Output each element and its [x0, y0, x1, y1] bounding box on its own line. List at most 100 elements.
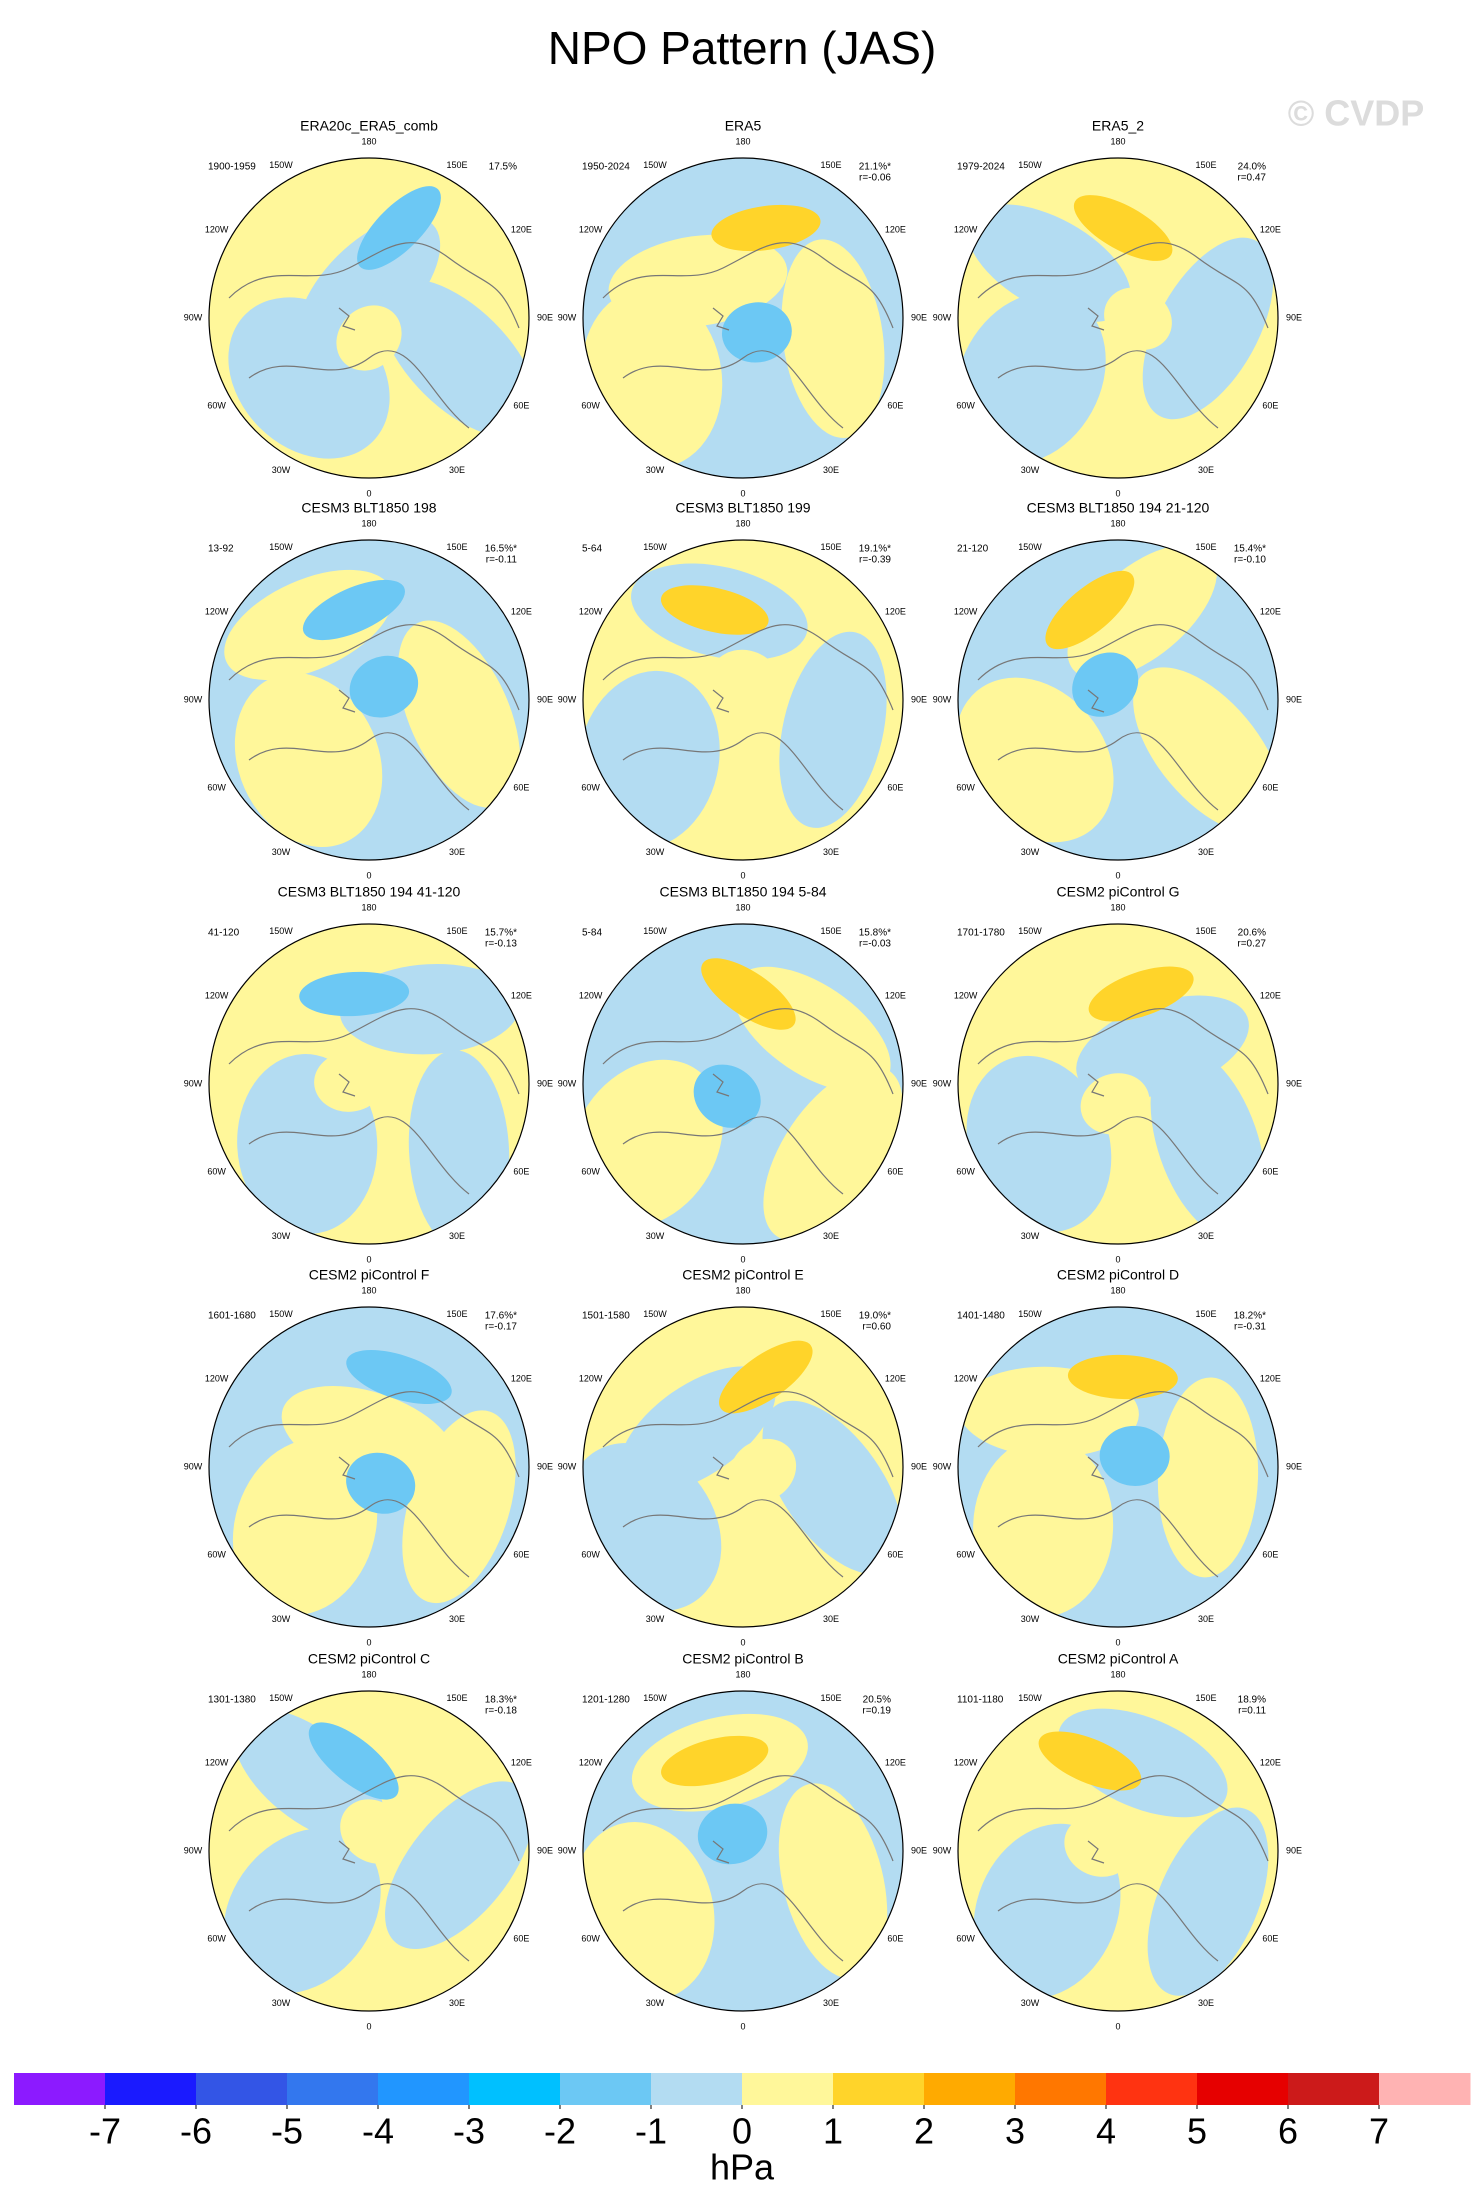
longitude-label: 30W	[646, 847, 665, 857]
colorbar-box	[833, 2073, 925, 2105]
coastline	[977, 1775, 1269, 1962]
longitude-label: 150E	[1195, 1309, 1216, 1319]
longitude-label: 150W	[269, 1693, 293, 1703]
colorbar-box	[14, 2073, 106, 2105]
longitude-label: 90E	[911, 312, 927, 322]
longitude-label: 0	[740, 1254, 745, 1264]
anomaly-region	[346, 1452, 416, 1514]
longitude-label: 30E	[823, 1998, 839, 2008]
anomaly-region	[693, 1064, 761, 1128]
anomaly-region	[779, 631, 887, 828]
longitude-label: 90W	[184, 1845, 203, 1855]
panel-correlation: r=-0.11	[486, 555, 518, 566]
anomaly-region	[1142, 237, 1274, 420]
coastline	[602, 1008, 894, 1195]
longitude-label: 120E	[511, 1373, 532, 1383]
anomaly-region	[701, 958, 796, 1030]
longitude-label: 30E	[449, 465, 465, 475]
longitude-label: 150E	[1195, 926, 1216, 936]
colorbar-box	[287, 2073, 379, 2105]
longitude-label: 90E	[1286, 1078, 1302, 1088]
anomaly-region	[1067, 544, 1218, 680]
longitude-label: 150E	[446, 1693, 467, 1703]
longitude-label: 180	[735, 902, 750, 912]
longitude-label: 90W	[558, 694, 577, 704]
longitude-label: 150W	[269, 926, 293, 936]
longitude-label: 60W	[581, 782, 600, 792]
longitude-label: 0	[740, 488, 745, 498]
longitude-label: 30E	[449, 1998, 465, 2008]
longitude-label: 150E	[820, 542, 841, 552]
anomaly-region	[1088, 966, 1194, 1022]
longitude-label: 120W	[954, 224, 978, 234]
anomaly-region	[1067, 1354, 1178, 1400]
panel-variance: 17.6%*	[485, 1311, 517, 1322]
panel-correlation: r=-0.18	[485, 1706, 517, 1717]
anomaly-region	[1099, 1425, 1170, 1486]
colorbar-tick-label: 6	[1278, 2111, 1298, 2152]
longitude-label: 90W	[184, 694, 203, 704]
longitude-label: 90E	[537, 1845, 553, 1855]
map-field	[583, 1691, 903, 2011]
longitude-label: 60W	[956, 782, 975, 792]
longitude-label: 120E	[511, 224, 532, 234]
longitude-label: 30E	[823, 1231, 839, 1241]
coastline	[228, 242, 520, 429]
panel-variance: 15.8%*	[859, 928, 891, 939]
anomaly-region	[1064, 1815, 1133, 1877]
anomaly-region	[967, 204, 1131, 322]
colorbar-box	[469, 2073, 561, 2105]
longitude-label: 30W	[1021, 1231, 1040, 1241]
longitude-label: 90E	[1286, 1845, 1302, 1855]
longitude-label: 30W	[272, 465, 291, 475]
longitude-label: 30W	[272, 1614, 291, 1624]
longitude-label: 120W	[205, 606, 229, 616]
longitude-label: 60W	[207, 1933, 226, 1943]
longitude-label: 180	[735, 518, 750, 528]
longitude-label: 60W	[207, 400, 226, 410]
longitude-label: 150W	[643, 160, 667, 170]
longitude-label: 90W	[184, 1461, 203, 1471]
map-border	[208, 923, 530, 1245]
longitude-label: 180	[1110, 1669, 1125, 1679]
panel-title: ERA5	[725, 118, 762, 134]
longitude-label: 60W	[207, 782, 226, 792]
panel-title: CESM3 BLT1850 194 41-120	[278, 884, 461, 900]
panel-correlation: r=0.27	[1237, 939, 1266, 950]
longitude-label: 150W	[643, 1693, 667, 1703]
longitude-label: 0	[1115, 870, 1120, 880]
longitude-label: 90W	[184, 1078, 203, 1088]
map-field	[958, 540, 1278, 860]
longitude-label: 60E	[513, 1549, 529, 1559]
panel-title: CESM2 piControl B	[682, 1651, 803, 1667]
coastline	[228, 624, 520, 811]
longitude-label: 30E	[1198, 465, 1214, 475]
map: 180 150W 150E 120W 120E 90W 90E 60W 60E 30W 30E 0	[933, 902, 1302, 1264]
longitude-label: 60E	[513, 400, 529, 410]
longitude-label: 150W	[269, 542, 293, 552]
longitude-label: 60E	[887, 400, 903, 410]
longitude-label: 30W	[646, 1998, 665, 2008]
longitude-label: 90E	[1286, 312, 1302, 322]
colorbar-tick-label: -6	[180, 2111, 212, 2152]
panel-title: CESM3 BLT1850 194 21-120	[1027, 500, 1210, 516]
longitude-label: 30W	[272, 1231, 291, 1241]
longitude-label: 60W	[581, 400, 600, 410]
longitude-label: 0	[740, 870, 745, 880]
panel-variance: 18.2%*	[1234, 1311, 1266, 1322]
panel-period: 1401-1480	[957, 1311, 1005, 1322]
longitude-label: 120E	[885, 606, 906, 616]
longitude-label: 90W	[933, 1461, 952, 1471]
anomaly-region	[299, 971, 410, 1017]
map-border	[208, 157, 530, 479]
panel-correlation: r=-0.03	[859, 939, 891, 950]
anomaly-region	[763, 1066, 903, 1241]
anomaly-region	[336, 305, 402, 371]
map-border	[957, 1306, 1279, 1628]
colorbar-box	[378, 2073, 470, 2105]
colorbar-tick-label: -5	[271, 2111, 303, 2152]
panel-variance: 19.1%*	[859, 544, 891, 555]
longitude-label: 30E	[1198, 1231, 1214, 1241]
longitude-label: 120E	[885, 1373, 906, 1383]
longitude-label: 180	[1110, 136, 1125, 146]
